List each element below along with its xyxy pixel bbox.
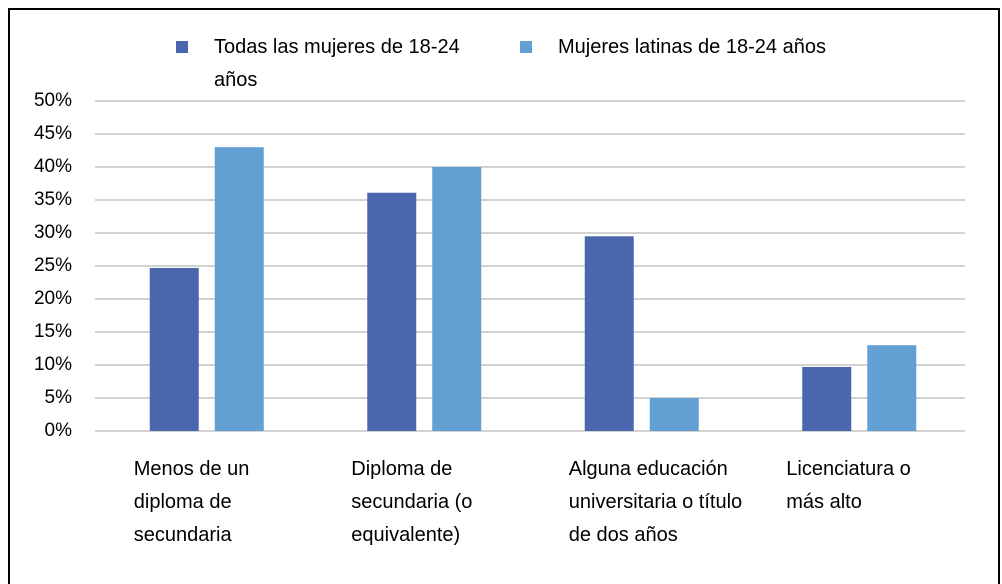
y-tick-label: 50%	[34, 90, 72, 111]
bar	[367, 192, 417, 431]
y-tick-label: 5%	[45, 387, 73, 408]
bar	[584, 236, 634, 431]
bar	[802, 366, 852, 431]
y-tick-label: 0%	[45, 420, 73, 441]
y-tick-label: 40%	[34, 156, 72, 177]
bar	[432, 167, 482, 431]
y-tick-label: 35%	[34, 189, 72, 210]
y-tick-label: 45%	[34, 123, 72, 144]
legend-label: Mujeres latinas de 18-24 años	[558, 36, 826, 58]
legend-swatch	[176, 41, 188, 53]
x-tick-label: Menos de un diploma de secundaria	[133, 458, 250, 546]
x-tick-label: Alguna educación universitaria o título …	[568, 458, 743, 546]
y-tick-label: 25%	[34, 255, 72, 276]
bar	[649, 398, 699, 431]
y-tick-label: 15%	[34, 321, 72, 342]
y-tick-label: 10%	[34, 354, 72, 375]
frame	[8, 8, 1000, 584]
bar	[149, 267, 199, 431]
y-tick-label: 30%	[34, 222, 72, 243]
bar	[214, 147, 264, 431]
legend-swatch	[520, 41, 532, 53]
bar	[867, 345, 917, 431]
legend-label: Todas las mujeres de 18-24 años	[214, 36, 460, 91]
x-tick-label: Licenciatura o más alto	[786, 458, 911, 513]
y-tick-label: 20%	[34, 288, 72, 309]
x-tick-label: Diploma de secundaria (o equivalente)	[351, 458, 473, 546]
